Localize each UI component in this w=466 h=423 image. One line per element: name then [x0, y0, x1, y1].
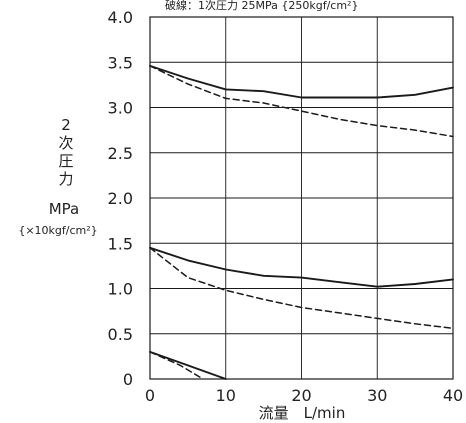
solid-series-line-1 — [149, 64, 454, 99]
dashed-series-line-4 — [149, 247, 454, 330]
y-axis-title-line-3: 圧 — [58, 152, 73, 170]
y-tick-label: 0.5 — [108, 325, 133, 344]
y-tick-label: 2.5 — [108, 144, 133, 163]
x-tick-label: 0 — [145, 386, 155, 405]
y-axis-unit: MPa — [49, 200, 80, 218]
y-tick-label: 1.5 — [108, 234, 133, 253]
y-axis-unit-alt: {×10kgf/cm²} — [18, 224, 97, 237]
y-axis-title: 2 次 圧 力 MPa {×10kgf/cm²} — [18, 116, 97, 237]
dashed-series-line-2 — [149, 65, 454, 138]
solid-series-line-3 — [149, 246, 454, 288]
y-axis-title-line-2: 次 — [58, 134, 73, 152]
annotation: 破線：1次圧力 25MPa {250kgf/cm²} — [165, 0, 358, 12]
y-axis-title-line-4: 力 — [58, 170, 73, 188]
solid-series-line-5 — [149, 350, 227, 380]
x-axis-title: 流量 L/min — [259, 404, 346, 422]
x-tick-label: 10 — [216, 386, 236, 405]
y-axis-title-line-1: 2 — [61, 116, 71, 134]
series-lines — [149, 64, 454, 380]
y-tick-label: 3.5 — [108, 53, 133, 72]
y-tick-label: 2.0 — [108, 189, 133, 208]
y-tick-label: 1.0 — [108, 280, 133, 299]
x-tick-label: 40 — [443, 386, 463, 405]
dashed-series-line-6 — [149, 351, 204, 380]
tick-labels: 0 10 20 30 40 0 0.5 1.0 1.5 2.0 2.5 3.0 3.5 4.0 — [108, 8, 464, 405]
y-tick-label: 3.0 — [108, 99, 133, 118]
x-tick-label: 20 — [291, 386, 311, 405]
grid — [149, 16, 454, 380]
x-tick-label: 30 — [367, 386, 387, 405]
y-tick-label: 4.0 — [108, 8, 133, 27]
y-tick-label: 0 — [123, 370, 133, 389]
